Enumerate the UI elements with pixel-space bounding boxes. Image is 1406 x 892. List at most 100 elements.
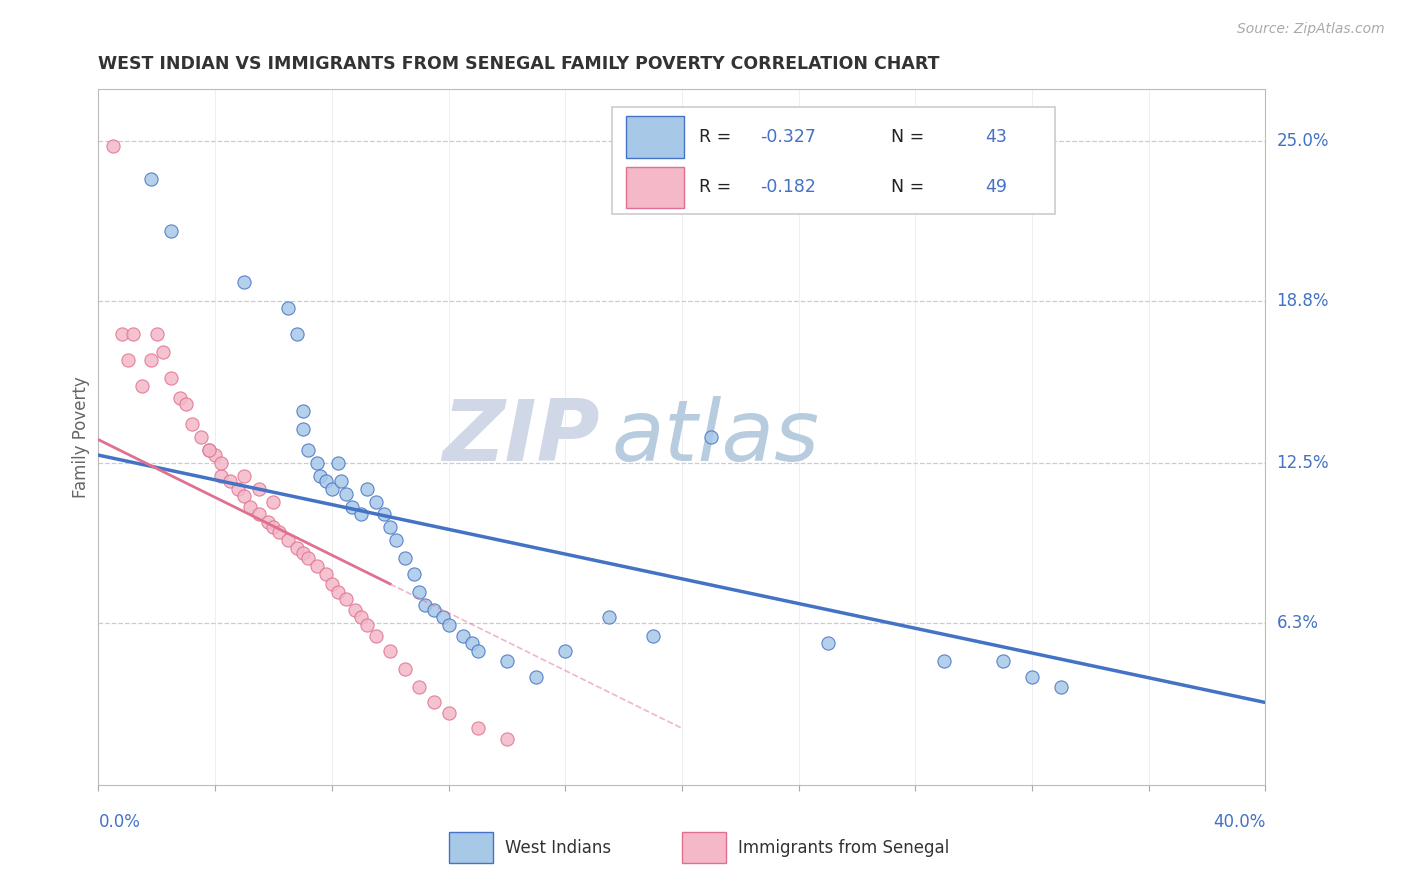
Text: Source: ZipAtlas.com: Source: ZipAtlas.com xyxy=(1237,22,1385,37)
Point xyxy=(1021,670,1043,684)
Point xyxy=(139,172,162,186)
Point xyxy=(315,474,337,488)
Point xyxy=(233,468,256,483)
FancyBboxPatch shape xyxy=(449,832,494,863)
Point xyxy=(101,139,124,153)
Point xyxy=(467,721,489,735)
Point xyxy=(423,696,446,710)
Point xyxy=(247,482,270,496)
Point xyxy=(467,644,489,658)
FancyBboxPatch shape xyxy=(626,167,685,209)
Point xyxy=(239,500,262,514)
Point xyxy=(315,566,337,581)
Point xyxy=(321,577,343,591)
Point xyxy=(291,404,314,418)
Point xyxy=(111,326,134,341)
Text: 40.0%: 40.0% xyxy=(1213,813,1265,830)
Point xyxy=(350,508,373,522)
Y-axis label: Family Poverty: Family Poverty xyxy=(72,376,90,498)
Point xyxy=(350,610,373,624)
Point xyxy=(297,442,319,457)
Point xyxy=(262,520,284,534)
Point xyxy=(495,654,517,668)
Point xyxy=(146,326,169,341)
Point xyxy=(307,456,329,470)
Point xyxy=(160,224,183,238)
Point xyxy=(180,417,202,432)
Text: 43: 43 xyxy=(986,128,1007,145)
Text: ZIP: ZIP xyxy=(443,395,600,479)
Point xyxy=(326,584,349,599)
Point xyxy=(598,610,620,624)
FancyBboxPatch shape xyxy=(626,116,685,158)
Point xyxy=(934,654,956,668)
Point xyxy=(385,533,408,548)
Point xyxy=(378,520,402,534)
Point xyxy=(641,628,664,642)
Point xyxy=(700,430,723,444)
Text: -0.182: -0.182 xyxy=(761,178,815,196)
Point xyxy=(277,533,299,548)
Point xyxy=(991,654,1014,668)
Point xyxy=(198,442,221,457)
Point xyxy=(122,326,145,341)
Text: -0.327: -0.327 xyxy=(761,128,815,145)
Point xyxy=(326,456,349,470)
Point xyxy=(262,494,284,508)
Text: 12.5%: 12.5% xyxy=(1277,454,1329,472)
Point xyxy=(356,482,378,496)
Point xyxy=(554,644,576,658)
Point xyxy=(495,731,517,746)
Point xyxy=(218,474,240,488)
Point xyxy=(139,352,162,367)
FancyBboxPatch shape xyxy=(682,832,727,863)
Point xyxy=(152,345,174,359)
Point xyxy=(432,610,454,624)
Point xyxy=(378,644,402,658)
Point xyxy=(174,396,197,410)
Point xyxy=(247,508,270,522)
Point xyxy=(169,392,191,406)
Point xyxy=(285,541,308,555)
Point xyxy=(117,352,139,367)
Point xyxy=(394,551,416,566)
Point xyxy=(131,378,153,392)
Point xyxy=(356,618,378,632)
Point xyxy=(291,422,314,436)
Point xyxy=(297,551,319,566)
Point xyxy=(408,584,430,599)
Point xyxy=(364,628,387,642)
Text: West Indians: West Indians xyxy=(505,838,610,856)
Point xyxy=(329,474,352,488)
Point xyxy=(524,670,547,684)
Text: N =: N = xyxy=(880,178,929,196)
Point xyxy=(190,430,212,444)
Text: 18.8%: 18.8% xyxy=(1277,292,1329,310)
Point xyxy=(423,603,446,617)
Point xyxy=(291,546,314,560)
Point xyxy=(437,706,460,720)
Point xyxy=(209,468,232,483)
Point xyxy=(307,558,329,573)
Point xyxy=(413,598,436,612)
Point xyxy=(321,482,343,496)
Point xyxy=(256,515,278,529)
Text: Immigrants from Senegal: Immigrants from Senegal xyxy=(738,838,949,856)
Point xyxy=(437,618,460,632)
Point xyxy=(160,371,183,385)
Point xyxy=(461,636,484,650)
Point xyxy=(204,448,226,462)
Point xyxy=(285,326,308,341)
Point xyxy=(817,636,839,650)
Point xyxy=(451,628,474,642)
Text: atlas: atlas xyxy=(612,395,820,479)
Point xyxy=(209,456,232,470)
Point xyxy=(233,489,256,503)
Point xyxy=(233,276,256,290)
Text: 6.3%: 6.3% xyxy=(1277,614,1319,632)
Text: WEST INDIAN VS IMMIGRANTS FROM SENEGAL FAMILY POVERTY CORRELATION CHART: WEST INDIAN VS IMMIGRANTS FROM SENEGAL F… xyxy=(98,54,941,72)
Point xyxy=(342,500,364,514)
Point xyxy=(402,566,425,581)
Point xyxy=(408,680,430,694)
Text: 25.0%: 25.0% xyxy=(1277,132,1329,150)
